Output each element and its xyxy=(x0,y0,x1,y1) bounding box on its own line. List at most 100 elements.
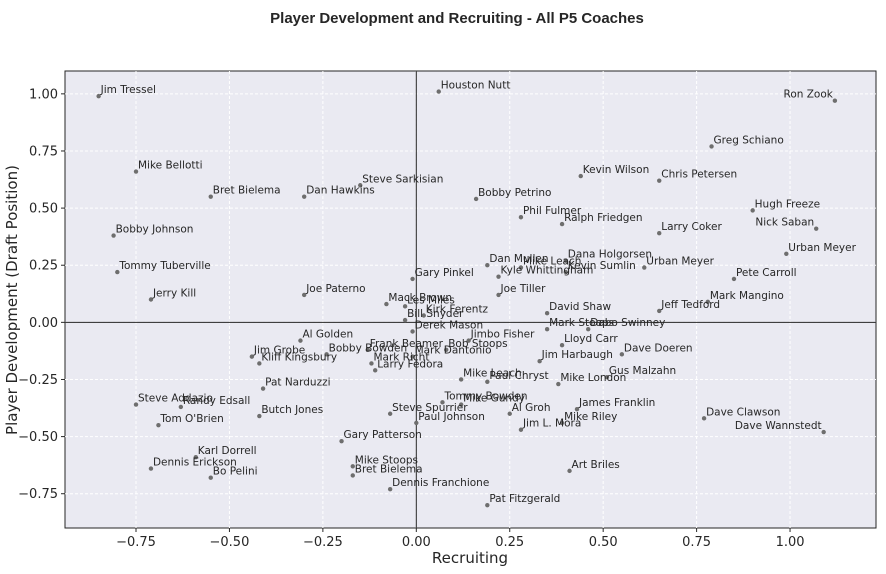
point-label: David Shaw xyxy=(549,301,611,313)
point-label: Gary Patterson xyxy=(344,429,422,441)
point-label: Mike Riley xyxy=(564,411,617,423)
point-label: Chris Petersen xyxy=(661,169,737,181)
x-tick-label: −0.75 xyxy=(116,535,156,550)
data-point xyxy=(402,317,408,323)
data-point xyxy=(604,374,610,380)
data-point xyxy=(657,308,662,314)
data-point xyxy=(365,347,370,352)
data-point xyxy=(384,301,389,307)
data-point xyxy=(156,422,161,428)
point-label: Steve Spurrier xyxy=(392,402,468,414)
data-point xyxy=(485,502,490,508)
point-label: Joe Paterno xyxy=(305,283,365,295)
point-label: Greg Schiano xyxy=(714,134,784,146)
point-label: Larry Coker xyxy=(661,221,722,233)
x-axis-label: Recruiting xyxy=(432,549,508,567)
point-label: Dave Clawson xyxy=(706,406,780,418)
point-label: Jim Tressel xyxy=(100,84,156,96)
data-point xyxy=(133,402,139,407)
data-point xyxy=(208,194,213,199)
y-tick-label: 0.00 xyxy=(29,316,58,331)
point-label: Bret Bielema xyxy=(213,185,281,197)
point-labels: Jim Tressel Houston Nutt Ron Zook Greg Schi… xyxy=(100,80,857,506)
point-label: Bret Bielema xyxy=(355,463,423,475)
x-tick-label: 0.75 xyxy=(682,535,711,550)
data-point xyxy=(556,381,561,387)
point-label: Bob Stoops xyxy=(448,338,507,350)
data-point xyxy=(544,311,550,316)
point-label: Ron Zook xyxy=(784,89,834,101)
data-point xyxy=(586,327,591,332)
point-label: Kevin Wilson xyxy=(583,164,649,176)
data-point xyxy=(372,368,378,373)
x-axis-ticks: −0.75 −0.50 −0.25 0.00 0.25 0.50 0.75 1.00 xyxy=(116,528,805,550)
data-point xyxy=(301,194,307,199)
data-point xyxy=(350,473,355,478)
data-point xyxy=(387,486,393,492)
data-point xyxy=(350,464,355,469)
point-label: Bobby Petrino xyxy=(478,187,551,199)
point-label: Tommy Tuberville xyxy=(118,260,210,272)
data-point xyxy=(578,173,583,179)
data-point xyxy=(257,361,262,366)
data-points xyxy=(96,89,838,508)
data-point xyxy=(421,313,426,318)
point-label: Kyle Whittingham xyxy=(501,265,594,277)
data-point xyxy=(410,329,415,334)
point-label: Frank Beamer xyxy=(370,338,444,350)
data-point xyxy=(148,466,154,471)
data-point xyxy=(657,231,662,236)
point-label: Dennis Erickson xyxy=(153,457,237,469)
data-point xyxy=(496,292,501,298)
data-point xyxy=(193,454,199,460)
x-tick-label: −0.25 xyxy=(303,535,343,550)
data-point xyxy=(832,98,838,103)
y-tick-label: 0.50 xyxy=(29,202,58,217)
data-point xyxy=(709,144,714,149)
point-label: Paul Chryst xyxy=(489,370,548,382)
y-tick-label: 1.00 xyxy=(29,87,58,102)
data-point xyxy=(298,338,303,343)
point-label: Art Briles xyxy=(572,459,620,471)
point-label: Mark Dantonio xyxy=(415,345,492,357)
data-point xyxy=(436,89,441,94)
point-label: Mack Brown xyxy=(388,292,452,304)
plot-area xyxy=(64,70,877,529)
y-axis-ticks: −0.75 −0.50 −0.25 0.00 0.25 0.50 0.75 1.00 xyxy=(18,87,65,502)
point-label: Mike Gundy xyxy=(463,393,525,405)
point-label: Joe Tiller xyxy=(500,283,547,295)
data-point xyxy=(458,402,464,407)
data-point xyxy=(701,416,707,421)
zero-reference-lines xyxy=(65,71,876,528)
data-point xyxy=(544,327,550,332)
data-point xyxy=(257,413,262,419)
data-point xyxy=(563,258,569,263)
data-point xyxy=(96,93,101,99)
point-label: Gary Pinkel xyxy=(415,267,474,279)
data-point xyxy=(574,406,580,412)
data-point xyxy=(821,429,826,435)
data-point xyxy=(387,411,393,416)
point-label: Derek Mason xyxy=(415,319,484,331)
point-label: Kliff Kingsbury xyxy=(261,351,337,363)
point-label: Bo Pelini xyxy=(213,466,258,478)
point-label: Steve Sarkisian xyxy=(362,173,443,185)
point-label: Ralph Friedgen xyxy=(564,212,643,224)
y-tick-label: 0.75 xyxy=(29,144,58,159)
point-label: Bobby Bowden xyxy=(329,342,408,354)
point-label: Les Miles xyxy=(407,294,455,306)
data-point xyxy=(473,196,479,202)
data-point xyxy=(301,292,307,298)
point-label: Al Golden xyxy=(302,329,353,341)
point-label: Butch Jones xyxy=(261,404,323,416)
chart-title: Player Development and Recruiting - All … xyxy=(270,10,644,27)
data-point xyxy=(518,427,524,432)
data-point xyxy=(466,338,471,343)
point-label: Mike Leach xyxy=(523,256,581,268)
data-point xyxy=(537,358,542,364)
x-tick-label: 0.50 xyxy=(589,535,618,550)
point-label: Gus Malzahn xyxy=(609,365,676,377)
x-tick-label: 0.25 xyxy=(495,535,524,550)
point-label: Karl Dorrell xyxy=(198,445,257,457)
